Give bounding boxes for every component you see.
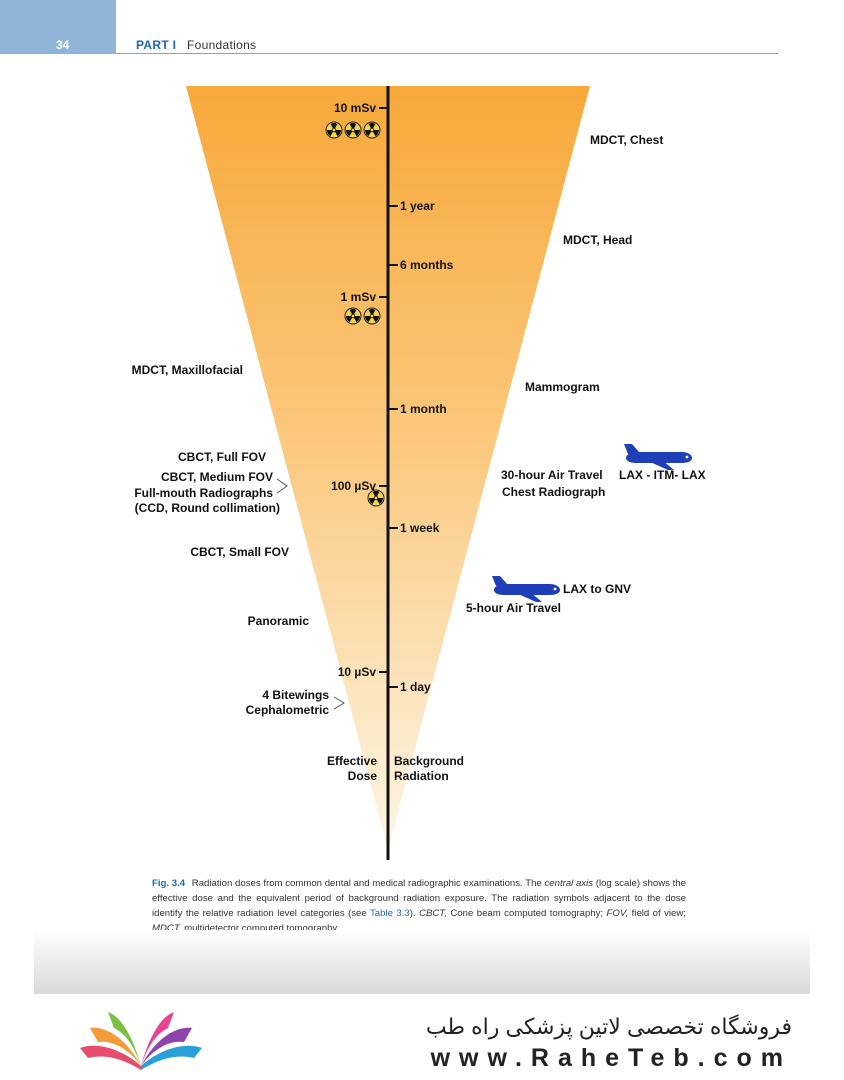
bracket-bitewings (333, 696, 345, 710)
label-cbct-small-fov: CBCT, Small FOV (190, 545, 289, 559)
bracket-medium-fov (276, 478, 288, 494)
dose-label-100usv: 100 µSv (331, 479, 376, 493)
part-label: PART I (136, 38, 177, 52)
figure-label: Fig. 3.4 (152, 878, 186, 889)
label-full-mouth-radiographs: Full-mouth Radiographs (134, 486, 273, 500)
part-name: Foundations (187, 38, 257, 52)
radiation-symbol-icon (344, 307, 362, 325)
label-chest-radiograph: Chest Radiograph (502, 485, 605, 499)
label-cephalometric: Cephalometric (246, 703, 330, 717)
page-tab (0, 0, 116, 54)
page-number: 34 (56, 38, 70, 52)
axis-title-radiation: Radiation (394, 769, 449, 783)
dose-label-1msv: 1 mSv (341, 290, 377, 304)
airplane-icon (492, 576, 560, 602)
axis-title-dose: Dose (348, 769, 378, 783)
caption-text: field of view; (631, 908, 686, 919)
table-reference-link[interactable]: Table 3.3 (370, 908, 410, 919)
period-label-1-month: 1 month (400, 402, 447, 416)
label-mdct-head: MDCT, Head (563, 233, 632, 247)
radiation-dose-diagram: 10 mSv 1 mSv 100 µSv 10 µSv 1 year 6 mon… (132, 86, 706, 860)
radiation-symbol-icon (363, 121, 381, 139)
label-cbct-full-fov: CBCT, Full FOV (178, 450, 266, 464)
label-ccd-round-collimation: (CCD, Round collimation) (135, 501, 280, 515)
caption-text: ). (409, 908, 416, 919)
caption-text: Cone beam computed tomography; (450, 908, 604, 919)
label-mdct-chest: MDCT, Chest (590, 133, 663, 147)
book-logo-icon (80, 1012, 202, 1070)
label-4-bitewings: 4 Bitewings (262, 688, 329, 702)
store-url[interactable]: www.RaheTeb.com (430, 1044, 792, 1072)
caption-text: multidetector computed tomography. (184, 923, 340, 934)
radiation-symbol-icon (325, 121, 343, 139)
radiation-symbol-icon (367, 489, 385, 507)
period-label-1-week: 1 week (400, 521, 440, 535)
radiation-symbol-icon (363, 307, 381, 325)
period-label-1-year: 1 year (400, 199, 435, 213)
store-name: فروشگاه تخصصی لاتین پزشکی راه طب (425, 1014, 792, 1039)
period-label-1-day: 1 day (400, 680, 431, 694)
page-shadow (34, 930, 810, 994)
radiation-symbol-icon (344, 121, 362, 139)
label-mdct-maxillofacial: MDCT, Maxillofacial (132, 363, 243, 377)
caption-text: Radiation doses from common dental and m… (191, 878, 542, 889)
label-cbct-medium-fov: CBCT, Medium FOV (161, 470, 273, 484)
caption-term: central axis (544, 878, 594, 889)
label-route-lax-itm-lax: LAX - ITM- LAX (619, 468, 706, 482)
period-label-6-months: 6 months (400, 258, 454, 272)
footer-banner (0, 994, 844, 1080)
caption-term: MDCT, (152, 923, 182, 934)
caption-term: FOV, (606, 908, 629, 919)
dose-label-10msv: 10 mSv (334, 101, 376, 115)
label-5-hour-air-travel: 5-hour Air Travel (466, 601, 561, 615)
label-panoramic: Panoramic (248, 614, 310, 628)
header-rule (116, 53, 778, 54)
label-30-hour-air-travel: 30-hour Air Travel (501, 468, 603, 482)
airplane-icon (624, 444, 692, 470)
axis-title-effective: Effective (327, 754, 377, 768)
figure-caption: Fig. 3.4 Radiation doses from common den… (152, 876, 686, 936)
axis-title-background: Background (394, 754, 464, 768)
caption-term: CBCT, (419, 908, 447, 919)
label-mammogram: Mammogram (525, 380, 600, 394)
caption-text: (log scale) shows the effective dose and… (152, 878, 686, 919)
dose-label-10usv: 10 µSv (338, 665, 377, 679)
label-route-lax-gnv: LAX to GNV (563, 582, 631, 596)
